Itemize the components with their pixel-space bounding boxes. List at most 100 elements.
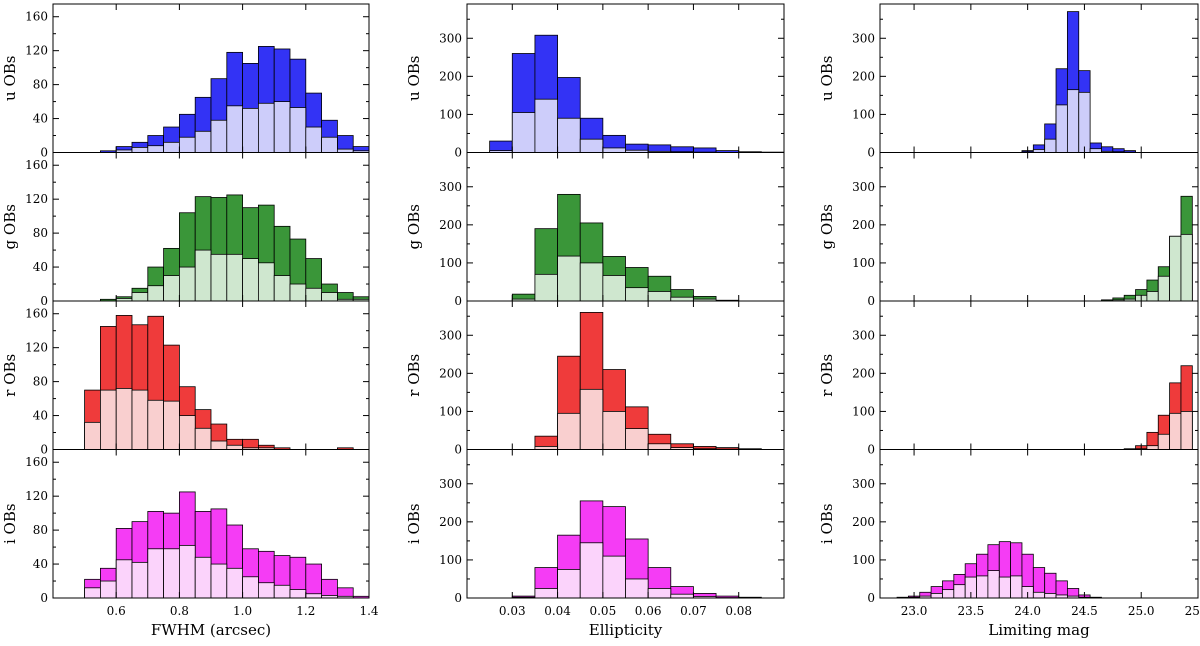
histogram-bar-subset bbox=[194, 427, 212, 450]
y-axis-label: i OBs bbox=[1, 503, 19, 544]
panel-frame bbox=[879, 300, 1199, 450]
histogram-bar-subset bbox=[557, 412, 581, 450]
y-axis-label: u OBs bbox=[405, 56, 423, 101]
y-tick-label: 80 bbox=[33, 226, 48, 240]
histogram-bar-subset bbox=[987, 570, 1000, 599]
panel-fwhm-arcsec--r: 0 40 80 120 160 r OBs bbox=[1, 300, 370, 457]
histogram-bar-subset bbox=[1044, 138, 1057, 153]
y-tick-label: 0 bbox=[40, 443, 48, 457]
y-tick-label: 200 bbox=[439, 515, 462, 529]
panel-frame bbox=[466, 449, 785, 599]
x-tick-label: 0.6 bbox=[107, 604, 126, 618]
histogram-bar-subset bbox=[305, 287, 322, 302]
histogram-bar-subset bbox=[257, 582, 275, 599]
panel-frame bbox=[879, 449, 1199, 599]
histogram-bar-subset bbox=[147, 145, 165, 153]
histogram-bar-subset bbox=[625, 428, 649, 450]
y-tick-label: 300 bbox=[852, 328, 875, 342]
y-tick-label: 100 bbox=[439, 553, 462, 567]
x-tick-label: 24.0 bbox=[1014, 604, 1041, 618]
y-axis-label: i OBs bbox=[818, 503, 836, 544]
y-axis-label: i OBs bbox=[405, 503, 423, 544]
x-tick-label: 0.06 bbox=[635, 604, 662, 618]
histogram-bar-subset bbox=[131, 561, 149, 599]
y-tick-label: 40 bbox=[33, 112, 48, 126]
panel-limiting-mag-r: 0 100 200 300 r OBs bbox=[818, 300, 1199, 457]
panel-frame bbox=[52, 449, 370, 599]
histogram-bar-subset bbox=[194, 556, 212, 599]
y-axis-label: g OBs bbox=[818, 204, 836, 249]
histogram-bar-subset bbox=[1066, 89, 1080, 153]
panel-ellipticity-u: 0 100 200 300 u OBs bbox=[405, 3, 785, 160]
y-tick-label: 100 bbox=[852, 553, 875, 567]
y-tick-label: 40 bbox=[33, 557, 48, 571]
y-tick-label: 160 bbox=[25, 158, 48, 172]
histogram-bar-subset bbox=[321, 136, 338, 153]
histogram-bar-subset bbox=[305, 593, 322, 599]
y-tick-label: 0 bbox=[454, 294, 462, 308]
y-tick-label: 160 bbox=[25, 10, 48, 24]
histogram-bar-subset bbox=[178, 544, 196, 599]
histogram-bar-subset bbox=[1044, 593, 1057, 599]
x-tick-label: 0.07 bbox=[680, 604, 707, 618]
histogram-bar-subset bbox=[210, 119, 228, 153]
histogram-bar-subset bbox=[242, 258, 259, 302]
histogram-bar-subset bbox=[210, 440, 228, 450]
y-tick-label: 80 bbox=[33, 375, 48, 389]
histogram-bar-subset bbox=[163, 275, 180, 302]
x-tick-label: 0.8 bbox=[170, 604, 189, 618]
histogram-bar-subset bbox=[602, 555, 626, 599]
histogram-bar-subset bbox=[625, 578, 649, 599]
y-tick-label: 300 bbox=[439, 477, 462, 491]
histogram-bar-subset bbox=[178, 266, 196, 302]
y-tick-label: 0 bbox=[867, 591, 875, 605]
histogram-bar-subset bbox=[289, 107, 307, 153]
y-tick-label: 0 bbox=[867, 294, 875, 308]
histogram-bar-subset bbox=[257, 102, 275, 153]
x-tick-label: 1.2 bbox=[296, 604, 315, 618]
x-axis-title: FWHM (arcsec) bbox=[151, 621, 271, 639]
panel-limiting-mag-g: 0 100 200 300 g OBs bbox=[818, 152, 1199, 308]
histogram-bar-subset bbox=[289, 589, 307, 599]
y-tick-label: 200 bbox=[852, 515, 875, 529]
y-tick-label: 200 bbox=[852, 218, 875, 232]
histogram-bar-subset bbox=[115, 388, 133, 450]
panel-ellipticity-i: 0 100 200 300 i OBs 0.03 0.04 0.05 0.06 0.07 0.08 E… bbox=[405, 449, 785, 639]
panel-limiting-mag-i: 0 100 200 300 i OBs 23.0 23.5 24.0 24.5 25.0 25.5 L… bbox=[818, 449, 1200, 639]
histogram-bar-subset bbox=[1157, 275, 1171, 302]
y-tick-label: 0 bbox=[454, 443, 462, 457]
x-tick-label: 25.0 bbox=[1128, 604, 1155, 618]
histogram-bar-subset bbox=[534, 588, 558, 599]
y-tick-label: 0 bbox=[40, 591, 48, 605]
histogram-bar-subset bbox=[1180, 411, 1193, 450]
histogram-bar-subset bbox=[226, 444, 244, 450]
y-tick-label: 200 bbox=[439, 218, 462, 232]
y-tick-label: 300 bbox=[439, 31, 462, 45]
histogram-bar-subset bbox=[579, 262, 604, 302]
y-tick-label: 120 bbox=[25, 341, 48, 355]
histogram-bar-subset bbox=[1032, 591, 1046, 599]
y-tick-label: 120 bbox=[25, 44, 48, 58]
histogram-bar-subset bbox=[194, 249, 212, 302]
x-tick-label: 23.5 bbox=[957, 604, 984, 618]
histogram-bar-subset bbox=[242, 107, 259, 153]
y-tick-label: 200 bbox=[852, 69, 875, 83]
panel-fwhm-arcsec--u: 0 40 80 120 160 u OBs bbox=[1, 3, 370, 160]
y-tick-label: 0 bbox=[40, 146, 48, 160]
y-tick-label: 100 bbox=[439, 404, 462, 418]
y-tick-label: 200 bbox=[852, 366, 875, 380]
y-tick-label: 0 bbox=[454, 146, 462, 160]
histogram-bar-subset bbox=[942, 589, 955, 599]
histogram-bar-subset bbox=[242, 576, 259, 599]
histogram-bar-subset bbox=[602, 275, 626, 302]
histogram-bar-subset bbox=[625, 287, 649, 302]
histogram-bar-subset bbox=[131, 292, 149, 302]
panel-ellipticity-g: 0 100 200 300 g OBs bbox=[405, 152, 785, 308]
y-tick-label: 0 bbox=[40, 294, 48, 308]
histogram-bar-subset bbox=[147, 548, 165, 599]
panel-fwhm-arcsec--g: 0 40 80 120 160 g OBs bbox=[1, 152, 370, 308]
y-tick-label: 160 bbox=[25, 455, 48, 469]
y-tick-label: 100 bbox=[852, 107, 875, 121]
histogram-bar-subset bbox=[953, 584, 966, 599]
histogram-bar-subset bbox=[210, 253, 228, 302]
